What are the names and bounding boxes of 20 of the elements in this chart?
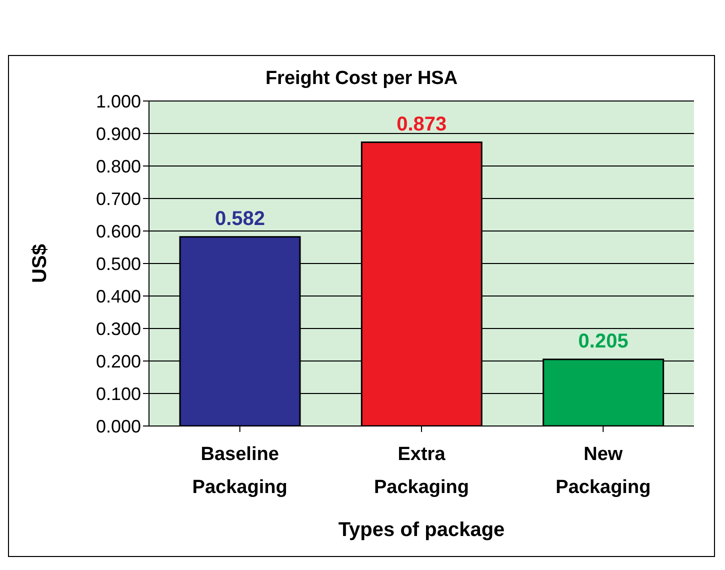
y-tick-label: 0.200 [96,351,141,372]
x-tick-label: New Packaging [556,444,651,498]
y-tick-label: 1.000 [96,91,141,112]
y-axis-title: US$ [29,244,52,283]
data-label: 0.873 [396,113,447,136]
data-label: 0.205 [578,330,628,352]
y-tick-label: 0.800 [96,156,141,176]
y-tick-label: 0.400 [96,286,141,306]
x-tick-label: Baseline Packaging [192,444,288,498]
y-tick-label: 0.600 [96,221,141,242]
y-tick-label: 0.500 [96,254,141,274]
x-tick-label: Extra Packaging [374,444,470,498]
x-axis-title: Types of package [338,519,505,541]
y-tick-label: 0.900 [96,124,141,144]
y-tick-label: 0.000 [96,416,141,436]
y-tick-label: 0.100 [96,384,141,404]
data-label: 0.582 [214,208,266,230]
chart-title: Freight Cost per HSA [264,68,459,90]
y-tick-label: 0.300 [96,318,141,339]
y-tick-label: 0.700 [96,188,141,209]
